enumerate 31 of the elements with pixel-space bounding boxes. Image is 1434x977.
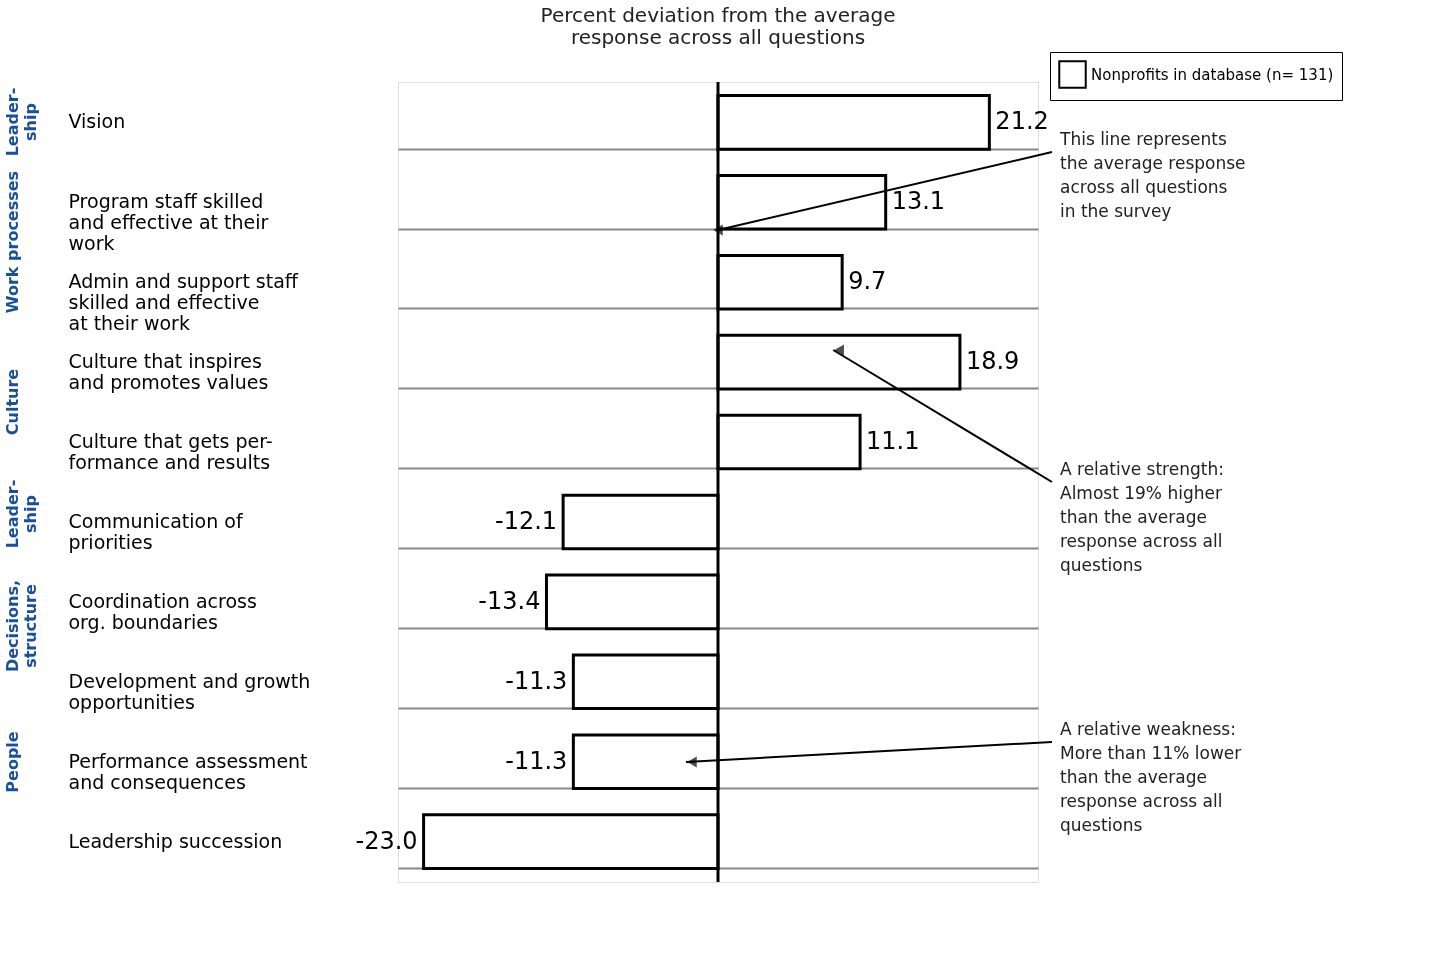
y-tick-label: Leadership succession xyxy=(68,829,283,852)
chart-title: Percent deviation from the average response across all questions xyxy=(540,2,896,49)
y-tick-label: Coordination across org. boundaries xyxy=(68,589,257,633)
y-tick-label: Program staff skilled and effective at their work xyxy=(68,190,269,255)
text: A relative weakness: More than 11% lower than the average response across all questions xyxy=(1060,719,1242,835)
data-label: 18.9 xyxy=(965,347,1020,376)
data-label: -12.1 xyxy=(495,506,558,535)
y-tick-label: Culture that inspires and promotes values xyxy=(68,350,269,394)
data-label: -23.0 xyxy=(355,826,418,855)
y-tick-label: Performance assessment and consequences xyxy=(68,749,308,793)
data-label: -13.4 xyxy=(478,586,541,615)
legend-label: Nonprofits in database (n= 131) xyxy=(1091,65,1334,84)
text: Work processes xyxy=(3,170,22,314)
y-tick-label: Communication of priorities xyxy=(68,509,244,553)
data-label: -11.3 xyxy=(505,666,568,695)
text: People xyxy=(3,731,22,793)
text: Leader-ship xyxy=(3,87,40,157)
data-label: 21.2 xyxy=(995,107,1049,136)
y-tick-label: Development and growth opportunities xyxy=(68,669,311,713)
y-tick-label: Admin and support staff skilled and effective at their work xyxy=(68,270,299,335)
y-tick-label: Culture that gets per-formance and results xyxy=(68,430,273,474)
data-label: 9.7 xyxy=(848,267,887,296)
text: Leader-ship xyxy=(3,479,40,549)
text: This line represents the average response across all questions in the survey xyxy=(1059,129,1246,221)
text: A relative strength: Almost 19% higher than the average response across all questions xyxy=(1060,459,1224,575)
text: Decisions, structure xyxy=(3,579,40,673)
y-tick-label: Vision xyxy=(68,110,126,133)
data-label: 13.1 xyxy=(891,187,946,216)
text: Culture xyxy=(3,368,22,436)
data-label: 11.1 xyxy=(866,427,920,456)
data-label: -11.3 xyxy=(505,746,568,775)
